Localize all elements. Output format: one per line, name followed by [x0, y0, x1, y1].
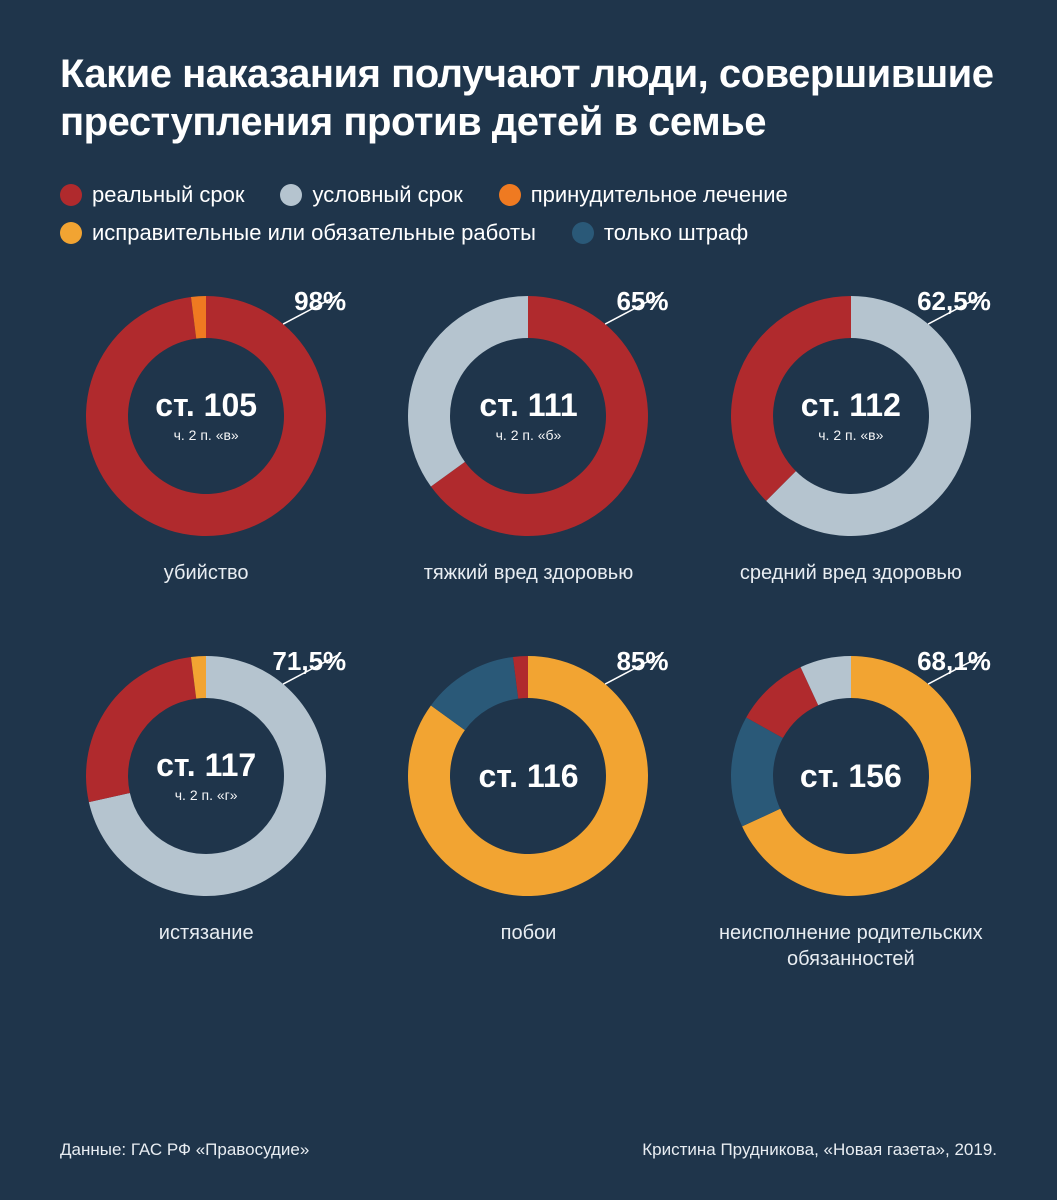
chart-caption: неисполнение родительских обязанностей: [705, 920, 997, 972]
donut-center: ст. 116: [408, 656, 648, 896]
chart-cell: ст. 11685% побои: [382, 656, 674, 972]
donut-center: ст. 105 ч. 2 п. «в»: [86, 296, 326, 536]
legend-swatch: [60, 184, 82, 206]
page-title: Какие наказания получают люди, совершивш…: [60, 50, 997, 146]
donut-center: ст. 111 ч. 2 п. «б»: [408, 296, 648, 536]
footer-credit: Кристина Прудникова, «Новая газета», 201…: [642, 1140, 997, 1160]
chart-cell: ст. 105ч. 2 п. «в»98%убийство: [60, 296, 352, 586]
legend: реальный срок условный срок принудительное…: [60, 182, 997, 246]
chart-caption: истязание: [159, 920, 254, 946]
article-code: ст. 111: [479, 389, 577, 421]
footer: Данные: ГАС РФ «Правосудие» Кристина Пру…: [60, 1140, 997, 1160]
legend-swatch: [572, 222, 594, 244]
chart-cell: ст. 117ч. 2 п. «г»71,5%истязание: [60, 656, 352, 972]
legend-label: исправительные или обязательные работы: [92, 220, 536, 246]
donut-chart: ст. 117ч. 2 п. «г»71,5%: [86, 656, 326, 896]
legend-swatch: [280, 184, 302, 206]
legend-item: реальный срок: [60, 182, 244, 208]
legend-label: принудительное лечение: [531, 182, 788, 208]
donut-chart: ст. 111ч. 2 п. «б»65%: [408, 296, 648, 536]
charts-grid: ст. 105ч. 2 п. «в»98%убийствост. 111ч. 2…: [60, 296, 997, 972]
donut-center: ст. 117 ч. 2 п. «г»: [86, 656, 326, 896]
legend-label: реальный срок: [92, 182, 244, 208]
callout-percent: 98%: [294, 286, 346, 317]
callout-percent: 62,5%: [917, 286, 991, 317]
legend-item: принудительное лечение: [499, 182, 788, 208]
legend-swatch: [499, 184, 521, 206]
legend-label: только штраф: [604, 220, 748, 246]
callout-percent: 65%: [616, 286, 668, 317]
callout-percent: 71,5%: [272, 646, 346, 677]
chart-cell: ст. 15668,1% неисполнение родительских об…: [705, 656, 997, 972]
article-code: ст. 116: [478, 760, 578, 792]
callout-percent: 85%: [616, 646, 668, 677]
chart-caption: средний вред здоровью: [740, 560, 962, 586]
legend-item: условный срок: [280, 182, 462, 208]
article-code: ст. 156: [800, 760, 902, 792]
article-part: ч. 2 п. «г»: [175, 787, 238, 803]
donut-center: ст. 156: [731, 656, 971, 896]
chart-cell: ст. 112ч. 2 п. «в»62,5%средний вред здор…: [705, 296, 997, 586]
legend-item: только штраф: [572, 220, 748, 246]
donut-center: ст. 112 ч. 2 п. «в»: [731, 296, 971, 536]
footer-source: Данные: ГАС РФ «Правосудие»: [60, 1140, 309, 1160]
legend-item: исправительные или обязательные работы: [60, 220, 536, 246]
article-part: ч. 2 п. «в»: [174, 427, 239, 443]
chart-cell: ст. 111ч. 2 п. «б»65%тяжкий вред здоровь…: [382, 296, 674, 586]
article-code: ст. 117: [156, 749, 256, 781]
chart-caption: убийство: [164, 560, 249, 586]
article-code: ст. 112: [801, 389, 901, 421]
article-part: ч. 2 п. «в»: [818, 427, 883, 443]
donut-chart: ст. 105ч. 2 п. «в»98%: [86, 296, 326, 536]
donut-chart: ст. 112ч. 2 п. «в»62,5%: [731, 296, 971, 536]
callout-percent: 68,1%: [917, 646, 991, 677]
legend-swatch: [60, 222, 82, 244]
donut-chart: ст. 11685%: [408, 656, 648, 896]
article-code: ст. 105: [155, 389, 257, 421]
legend-label: условный срок: [312, 182, 462, 208]
chart-caption: побои: [501, 920, 557, 946]
article-part: ч. 2 п. «б»: [496, 427, 562, 443]
chart-caption: тяжкий вред здоровью: [424, 560, 634, 586]
donut-chart: ст. 15668,1%: [731, 656, 971, 896]
